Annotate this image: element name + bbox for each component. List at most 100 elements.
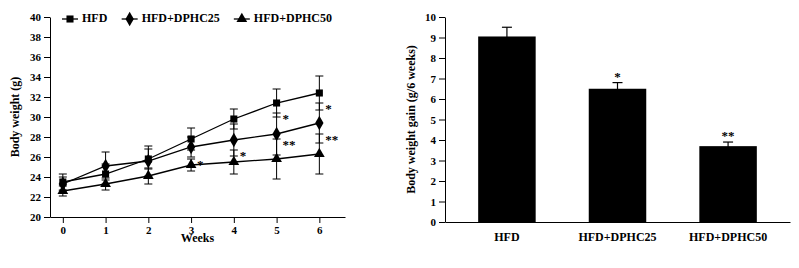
tick: 34 (30, 71, 50, 83)
tick-mark (191, 217, 192, 223)
significance: * (325, 101, 332, 116)
legend-label: HFD (82, 11, 108, 25)
tick-label: 38 (30, 31, 42, 43)
tick: 2 (146, 217, 152, 236)
tick-label: 1 (431, 196, 437, 208)
tick-mark (44, 197, 50, 198)
marker (230, 115, 237, 122)
tick-label: 9 (431, 32, 437, 44)
y-axis-title: Body weight gain (g/6 weeks) (404, 45, 418, 194)
tick-mark (439, 222, 445, 223)
axis-line (445, 18, 446, 223)
tick-mark (44, 177, 50, 178)
significance: ** (325, 132, 338, 147)
tick-mark (44, 57, 50, 58)
tick-label: HFD (494, 230, 520, 244)
tick: 5 (274, 217, 280, 236)
tick-mark (44, 137, 50, 138)
tick-mark (44, 217, 50, 218)
bar (478, 36, 536, 222)
tick-label: 26 (30, 151, 42, 163)
tick-label: HFD+DPHC25 (578, 230, 656, 244)
error-bar (723, 142, 733, 150)
legend: HFD HFD+DPHC25 HFD+DPHC50 (62, 11, 332, 26)
tick-mark (44, 97, 50, 98)
tick-mark (439, 99, 445, 100)
axis-line (51, 217, 346, 218)
tick-mark (44, 17, 50, 18)
tick-label: 36 (30, 51, 42, 63)
bar (589, 89, 647, 222)
legend-item: HFD (62, 11, 108, 25)
tick: HFD (494, 222, 520, 244)
tick-mark (439, 181, 445, 182)
marker (187, 140, 195, 154)
tick-mark (439, 161, 445, 162)
tick: 22 (30, 191, 50, 203)
tick-label: 2 (431, 175, 437, 187)
tick-mark (63, 217, 64, 223)
tick-mark (439, 58, 445, 59)
tick: 0 (431, 216, 446, 228)
error-bar (273, 89, 281, 117)
tick-mark (44, 117, 50, 118)
tick: 5 (431, 114, 446, 126)
marker (57, 185, 68, 194)
tick-label: HFD+DPHC50 (689, 230, 767, 244)
tick: 38 (30, 31, 50, 43)
significance: ** (722, 128, 735, 143)
significance: * (197, 157, 204, 172)
tick-mark (439, 79, 445, 80)
tick-label: 6 (431, 93, 437, 105)
significance: ** (283, 137, 296, 152)
tick: 2 (431, 175, 446, 187)
marker (100, 178, 111, 187)
tick: 36 (30, 51, 50, 63)
tick: 4 (232, 217, 238, 236)
axis-line (446, 222, 791, 223)
tick-label: 10 (425, 11, 437, 23)
tick-mark (439, 17, 445, 18)
tick: 6 (431, 93, 446, 105)
legend-item: HFD+DPHC50 (234, 11, 332, 25)
marker (315, 116, 323, 130)
plot-area (478, 27, 757, 222)
tick-mark (44, 157, 50, 158)
tick-mark (234, 217, 235, 223)
tick-label: 30 (30, 111, 42, 123)
tick-label: 0 (61, 224, 67, 236)
x-axis-title: Weeks (181, 231, 215, 245)
tick-label: 32 (30, 91, 42, 103)
significance: * (283, 111, 290, 126)
tick: 28 (30, 131, 50, 143)
tick-label: 3 (431, 155, 437, 167)
legend-item: HFD+DPHC25 (122, 11, 220, 26)
tick: 9 (431, 32, 446, 44)
tick: 32 (30, 91, 50, 103)
tick-mark (44, 77, 50, 78)
legend-marker (66, 15, 73, 22)
tick-label: 5 (431, 114, 437, 126)
tick: 30 (30, 111, 50, 123)
axis: 2022242628303234363840 (30, 11, 51, 223)
tick-mark (106, 217, 107, 223)
error-bar (502, 27, 512, 45)
legend-label: HFD+DPHC50 (254, 11, 332, 25)
axis-line (50, 18, 51, 218)
error-bar (102, 152, 110, 180)
tick-mark (439, 38, 445, 39)
tick: 10 (425, 11, 445, 23)
figure: 01234562022242628303234363840Body weight… (0, 0, 799, 268)
legend-label: HFD+DPHC25 (142, 11, 220, 25)
tick: 4 (431, 134, 446, 146)
bar (699, 146, 757, 222)
tick: 1 (431, 196, 446, 208)
marker (144, 154, 152, 168)
marker (228, 156, 239, 165)
error-bar (187, 137, 195, 157)
tick-label: 20 (30, 211, 42, 223)
legend-marker (236, 13, 247, 22)
tick: HFD+DPHC25 (578, 222, 656, 244)
tick-label: 7 (431, 73, 437, 85)
marker (230, 133, 238, 147)
